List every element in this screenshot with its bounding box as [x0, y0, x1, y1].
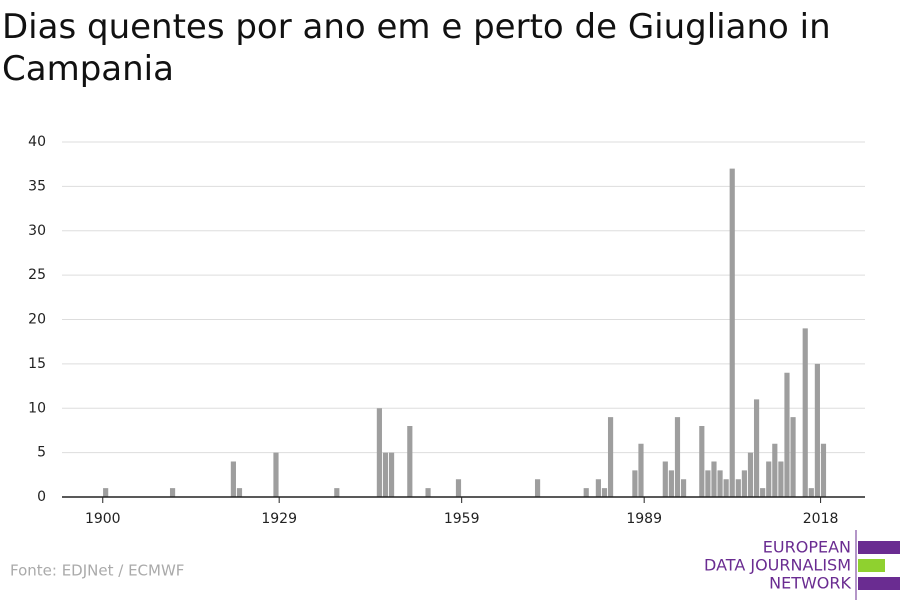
logo-bar [858, 559, 885, 572]
bar [273, 452, 279, 497]
bar [169, 488, 176, 497]
bar [455, 479, 462, 497]
y-tick-label: 10 [28, 400, 46, 416]
bar [778, 461, 784, 497]
logo-bar [858, 577, 900, 590]
source: Fonte: EDJNet / ECMWF [10, 562, 184, 580]
logo-text: EUROPEAN [763, 538, 851, 557]
bar [723, 479, 729, 497]
bar [705, 470, 711, 497]
bar [699, 426, 705, 497]
bar [407, 426, 413, 497]
x-tick-label: 1989 [626, 511, 662, 527]
y-tick-label: 40 [28, 134, 46, 150]
y-tick-label: 0 [37, 489, 46, 505]
bar [388, 452, 395, 497]
y-tick-label: 35 [28, 178, 46, 194]
y-tick-label: 20 [28, 312, 46, 328]
bar [638, 443, 644, 497]
bar [601, 488, 608, 497]
bar [814, 363, 820, 497]
bar [583, 488, 589, 497]
bar [103, 488, 109, 497]
bar [632, 470, 638, 497]
bar [334, 488, 340, 497]
bar [808, 488, 814, 497]
logo-text: DATA JOURNALISM [704, 556, 851, 575]
y-tick-label: 30 [28, 223, 46, 239]
x-tick-label: 1929 [261, 511, 297, 527]
bar [230, 461, 236, 497]
bar [674, 417, 681, 497]
bar [760, 488, 766, 497]
bar [766, 461, 772, 497]
bar [741, 470, 747, 497]
x-tick-label: 2018 [803, 511, 839, 527]
bar [772, 443, 778, 497]
bar [382, 452, 389, 497]
bar [607, 417, 614, 497]
y-tick-label: 15 [28, 356, 46, 372]
x-tick-label: 1900 [85, 511, 121, 527]
bar [717, 470, 723, 497]
bar [802, 328, 808, 497]
bar [595, 479, 601, 497]
bar [236, 488, 243, 497]
bar [784, 372, 790, 497]
bar [534, 479, 541, 497]
bar [820, 443, 827, 497]
logo-text: NETWORK [769, 574, 851, 593]
bar [680, 479, 687, 497]
logo-bar [858, 541, 900, 554]
chart-title: Dias quentes por ano em e perto de Giugl… [2, 7, 831, 89]
bar [376, 408, 382, 497]
bar [747, 452, 754, 497]
bar [729, 168, 735, 497]
y-tick-label: 25 [28, 267, 46, 283]
bar [425, 488, 431, 497]
bar [662, 461, 668, 497]
bar [735, 479, 741, 497]
bar [668, 470, 674, 497]
bar [711, 461, 717, 497]
x-tick-label: 1959 [444, 511, 480, 527]
bar [753, 399, 760, 497]
bar [790, 417, 796, 497]
y-tick-label: 5 [37, 445, 46, 461]
